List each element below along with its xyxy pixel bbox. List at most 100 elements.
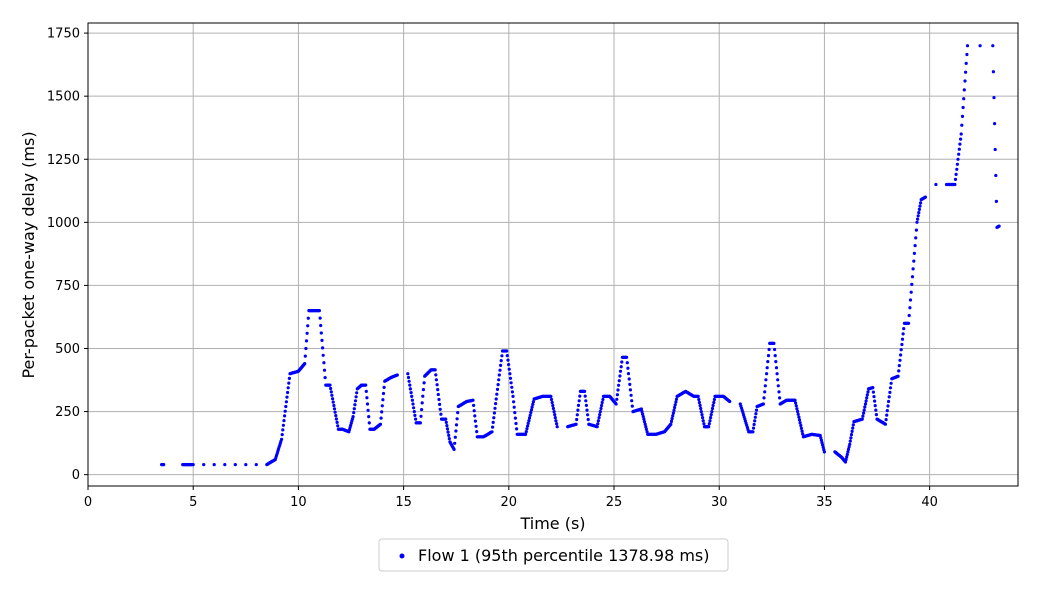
data-point: [353, 399, 358, 403]
data-point: [492, 411, 496, 415]
data-point: [629, 393, 633, 397]
data-point: [418, 421, 422, 425]
data-point: [762, 396, 766, 400]
data-point: [900, 342, 904, 347]
data-point: [334, 417, 338, 421]
data-point: [765, 372, 769, 376]
data-point: [452, 447, 456, 451]
data-point: [511, 394, 515, 398]
data-point: [322, 368, 327, 372]
data-point: [753, 419, 757, 423]
data-point: [907, 321, 911, 325]
data-point: [618, 374, 622, 378]
data-point: [381, 391, 386, 396]
data-point: [410, 394, 414, 398]
data-point: [366, 408, 370, 412]
data-point: [492, 416, 496, 420]
data-point: [644, 425, 648, 429]
grid-lines: [87, 23, 1018, 486]
data-point: [957, 147, 961, 151]
data-point: [421, 394, 425, 398]
data-point: [283, 409, 287, 413]
data-point: [997, 224, 1001, 228]
data-point: [993, 122, 997, 126]
data-point: [499, 359, 503, 363]
data-point: [628, 388, 633, 392]
data-point: [420, 408, 424, 412]
data-point: [697, 400, 702, 405]
data-point: [496, 383, 500, 387]
data-point: [796, 409, 800, 414]
data-point: [862, 408, 866, 412]
data-point: [382, 385, 386, 389]
data-point: [506, 358, 510, 362]
data-point: [439, 412, 443, 416]
data-point: [600, 400, 604, 405]
data-point: [287, 376, 291, 380]
legend-marker: [399, 553, 405, 559]
data-point: [955, 162, 960, 166]
data-point: [437, 397, 441, 402]
data-point: [801, 432, 805, 436]
data-point: [223, 463, 227, 467]
data-point: [379, 416, 383, 420]
y-tick-label: 750: [55, 279, 80, 294]
data-point: [490, 430, 494, 434]
data-point: [641, 412, 645, 416]
data-point: [888, 390, 892, 394]
data-point: [498, 368, 502, 372]
data-point: [709, 416, 713, 420]
data-point: [285, 395, 289, 399]
y-tick-label: 0: [72, 468, 80, 483]
data-point: [625, 355, 629, 359]
data-point: [282, 419, 286, 423]
data-point: [847, 445, 851, 449]
data-point: [871, 386, 875, 390]
data-point: [244, 463, 248, 467]
data-point: [915, 220, 919, 224]
y-tick-label: 1250: [47, 153, 80, 168]
data-point: [456, 411, 460, 415]
data-point: [598, 410, 602, 414]
data-point: [844, 457, 848, 462]
data-point: [628, 382, 632, 386]
data-point: [330, 393, 334, 397]
data-point: [551, 403, 555, 408]
data-point: [673, 405, 677, 410]
data-point: [531, 402, 535, 406]
data-point: [773, 354, 777, 358]
data-point: [957, 152, 961, 156]
data-point: [364, 383, 368, 387]
data-point: [702, 422, 706, 426]
x-tick-label: 0: [84, 495, 92, 510]
data-point: [162, 463, 166, 467]
data-point: [626, 372, 631, 376]
data-point: [595, 425, 599, 429]
data-point: [752, 422, 756, 427]
x-tick-label: 30: [711, 495, 728, 510]
data-point: [774, 366, 779, 370]
data-point: [798, 421, 802, 425]
data-point: [958, 142, 962, 146]
data-point: [794, 404, 798, 408]
data-point: [494, 397, 498, 401]
data-point: [619, 365, 623, 369]
data-point: [964, 61, 968, 65]
data-point: [615, 397, 619, 401]
data-point: [993, 147, 997, 152]
data-point: [233, 463, 237, 467]
data-point: [912, 259, 916, 263]
data-point: [473, 414, 477, 418]
data-point: [586, 417, 590, 422]
data-point: [965, 52, 969, 57]
data-point: [283, 414, 287, 418]
data-point: [776, 384, 780, 388]
data-point: [919, 201, 923, 205]
data-point: [436, 388, 440, 392]
data-point: [672, 408, 676, 412]
data-point: [861, 414, 865, 418]
data-point: [421, 388, 425, 392]
data-point: [630, 404, 634, 408]
data-point: [754, 408, 759, 412]
data-point: [329, 390, 333, 394]
